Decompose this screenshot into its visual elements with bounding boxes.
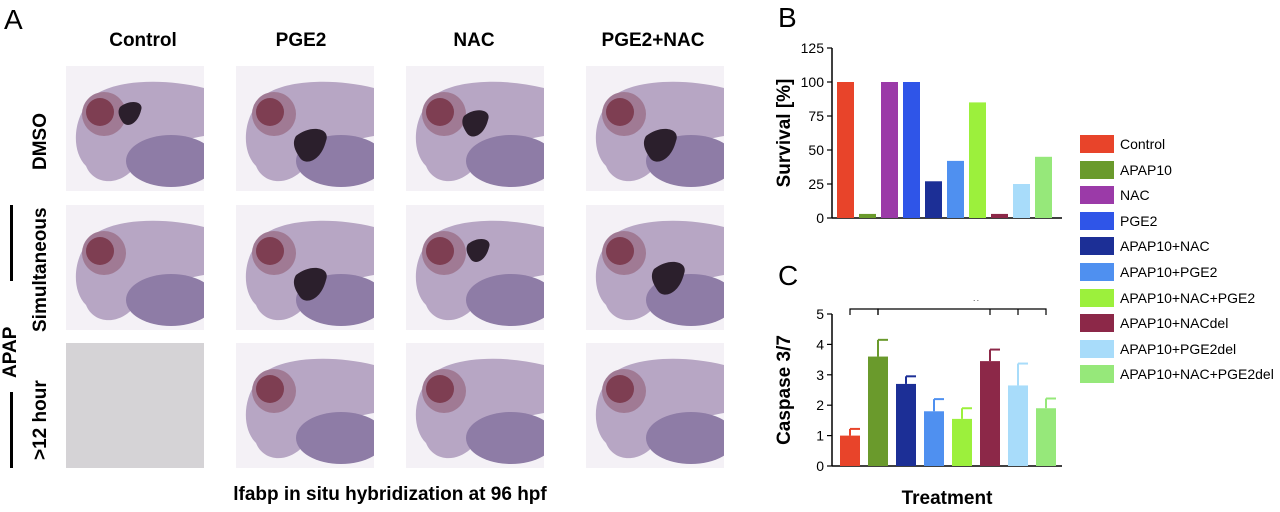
- legend-swatch: [1080, 211, 1114, 230]
- apap-bracket-bottom: [10, 392, 13, 468]
- y-tick-label: 100: [801, 74, 825, 90]
- legend-swatch: [1080, 237, 1114, 256]
- y-tick-label: 50: [808, 142, 824, 158]
- legend-swatch: [1080, 288, 1114, 307]
- row-label-apap: APAP: [0, 326, 21, 378]
- embryo-image-late-pge2: [236, 343, 374, 468]
- legend-swatch: [1080, 160, 1114, 179]
- embryo-image-simultaneous-control: [66, 205, 204, 330]
- legend-swatch: [1080, 314, 1114, 333]
- y-tick-label: 2: [816, 397, 824, 413]
- column-header-pge2-nac: PGE2+NAC: [601, 30, 705, 51]
- legend-label: APAP10+NACdel: [1120, 315, 1229, 332]
- embryo-image-simultaneous-pge2: [236, 205, 374, 330]
- y-tick-label: 25: [808, 176, 824, 192]
- y-tick-label: 5: [816, 306, 824, 322]
- bar-apap10-nac-pge2del: [1036, 408, 1056, 466]
- bar-control: [840, 435, 860, 466]
- bar-apap10: [859, 213, 876, 218]
- significance-star: *: [972, 300, 981, 313]
- bar-apap10-pge2: [924, 411, 944, 466]
- legend-label: Control: [1120, 136, 1166, 152]
- y-tick-label: 1: [816, 428, 824, 444]
- y-tick-label: 0: [816, 210, 824, 226]
- bar-apap10: [868, 356, 888, 466]
- embryo-image-dmso-nac: [406, 66, 544, 191]
- y-tick-label: 0: [816, 458, 824, 474]
- legend-swatch: [1080, 339, 1114, 358]
- survival-bar-chart: 0 25 50 75 100 125 Survival [%]: [774, 40, 1062, 226]
- x-axis-label: Treatment: [902, 488, 993, 509]
- bar-apap10-nac-pge2: [969, 102, 986, 218]
- embryo-image-simultaneous-nac: [406, 205, 544, 330]
- significance-bracket: [877, 308, 1047, 315]
- y-tick-label: 75: [808, 108, 824, 124]
- column-header-nac: NAC: [453, 30, 495, 51]
- bar-apap10-nac-pge2: [952, 418, 972, 466]
- legend-label: APAP10: [1120, 161, 1172, 178]
- significance-bracket: [849, 308, 879, 315]
- column-header-pge2: PGE2: [275, 30, 327, 51]
- y-tick-label: 125: [801, 40, 825, 56]
- legend-label: APAP10+NAC: [1120, 238, 1210, 255]
- legend-swatch: [1080, 135, 1114, 153]
- bar-pge2: [903, 82, 920, 218]
- embryo-image-late-pge2-nac: [586, 343, 724, 468]
- bar-nac: [881, 82, 898, 218]
- bar-apap10-nac: [896, 383, 916, 466]
- column-header-control: Control: [109, 30, 177, 51]
- bar-apap10-nacdel: [980, 361, 1000, 466]
- legend-swatch: [1080, 186, 1114, 205]
- bar-apap10-nac: [925, 181, 942, 218]
- embryo-image-late-nac: [406, 343, 544, 468]
- y-axis-label: Survival [%]: [774, 79, 795, 188]
- embryo-image-late-control-blank: [66, 343, 204, 468]
- bar-apap10-nac-pge2del: [1035, 156, 1052, 218]
- legend-swatch: [1080, 365, 1114, 384]
- row-label-simultaneous: Simultaneous: [30, 207, 51, 332]
- bar-apap10-pge2del: [1008, 385, 1028, 466]
- legend-label: NAC: [1120, 187, 1150, 204]
- panel-b-letter: B: [778, 2, 797, 33]
- embryo-image-simultaneous-pge2-nac: [586, 205, 724, 330]
- panel-c-letter: C: [778, 260, 799, 291]
- row-label-dmso: DMSO: [30, 113, 51, 170]
- legend-label: APAP10+PGE2del: [1120, 340, 1237, 357]
- legend-label: PGE2: [1120, 212, 1158, 229]
- apap-bracket-top: [10, 205, 13, 281]
- caspase-bar-chart: 0 1 2 3 4 5 Caspase 3/7 * Treatment: [774, 300, 1062, 509]
- bar-apap10-nacdel: [991, 213, 1008, 218]
- bar-apap10-pge2: [947, 160, 964, 218]
- bar-control: [837, 82, 854, 218]
- embryo-image-dmso-pge2-nac: [586, 66, 724, 191]
- legend-swatch: [1080, 263, 1114, 281]
- panel-a-caption: lfabp in situ hybridization at 96 hpf: [233, 484, 547, 505]
- legend-label: APAP10+PGE2: [1120, 264, 1218, 280]
- bar-apap10-pge2del: [1013, 184, 1030, 218]
- embryo-image-dmso-control: [66, 66, 204, 191]
- legend-label: APAP10+NAC+PGE2: [1120, 289, 1256, 306]
- row-label-12-hour: >12 hour: [30, 380, 51, 460]
- y-tick-label: 4: [816, 336, 824, 352]
- y-axis-label: Caspase 3/7: [774, 335, 795, 445]
- panel-a-letter: A: [4, 4, 23, 35]
- y-tick-label: 3: [816, 367, 824, 383]
- embryo-image-dmso-pge2: [236, 66, 374, 191]
- legend-label: APAP10+NAC+PGE2del: [1120, 366, 1274, 383]
